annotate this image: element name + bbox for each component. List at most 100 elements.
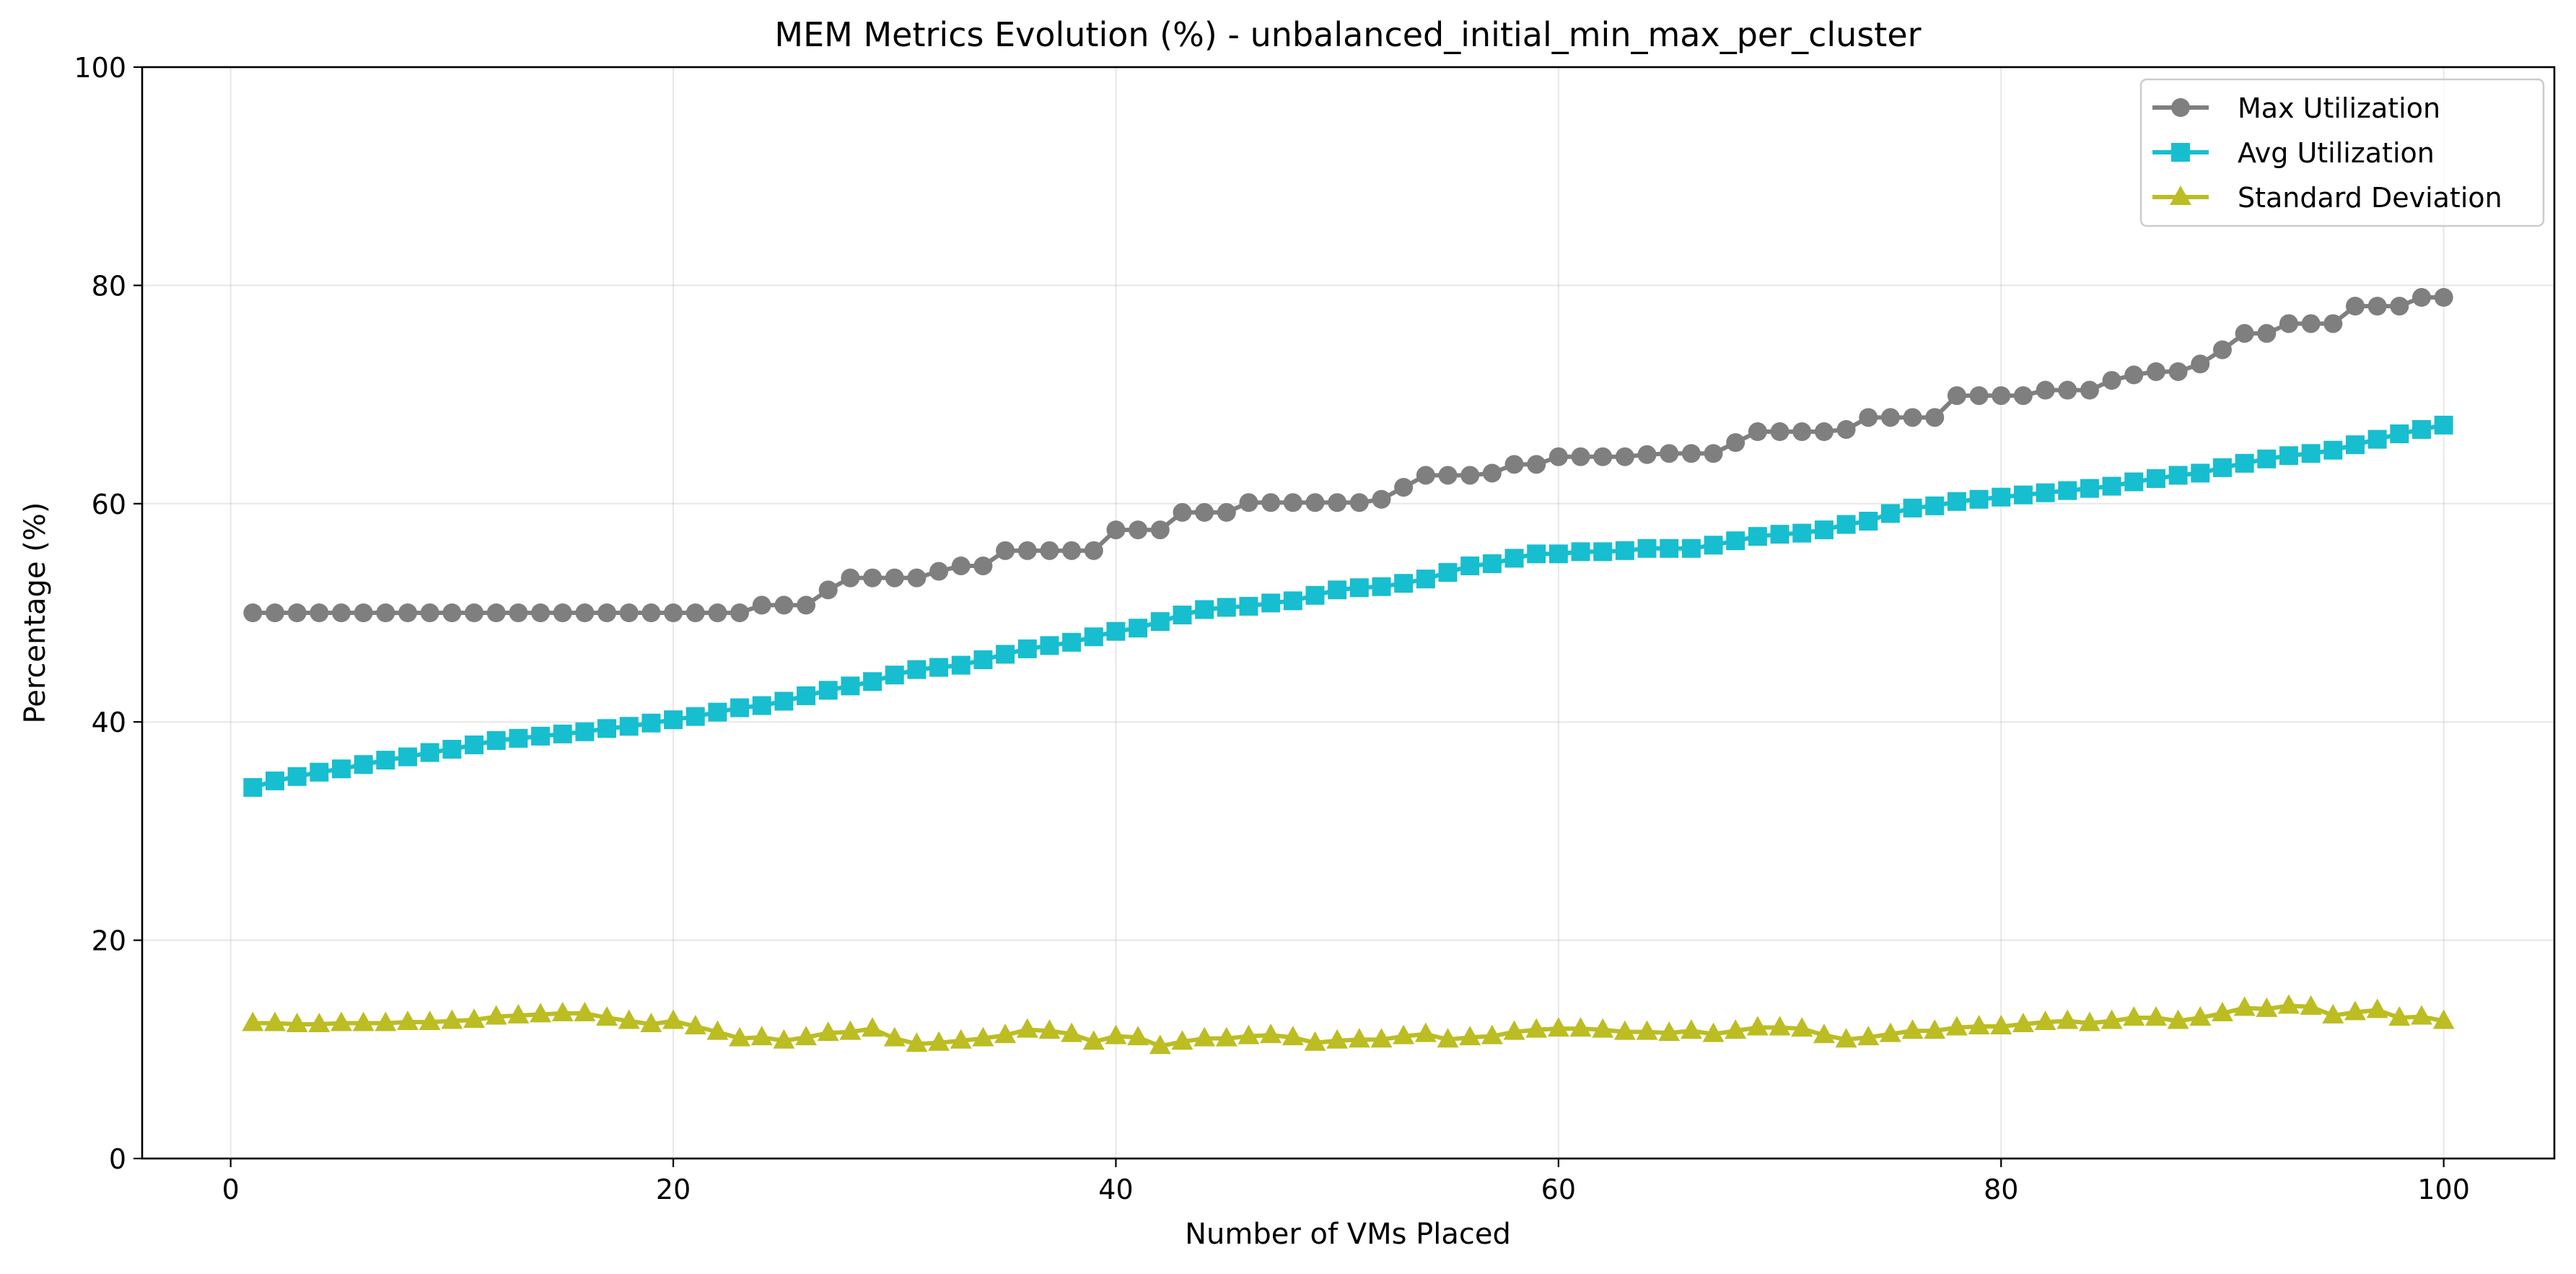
data-point-max-utilization <box>2390 297 2409 316</box>
data-point-standard-deviation <box>2300 995 2322 1015</box>
data-point-avg-utilization <box>1372 577 1391 596</box>
y-tick-label: 80 <box>92 270 126 302</box>
data-point-max-utilization <box>996 541 1015 560</box>
legend-label-max-utilization: Max Utilization <box>2238 92 2440 124</box>
data-point-avg-utilization <box>266 771 285 790</box>
legend: Max Utilization Avg Utilization Standard D… <box>2139 78 2545 227</box>
data-point-avg-utilization <box>619 717 639 736</box>
legend-box <box>2139 78 2545 227</box>
data-point-standard-deviation <box>1503 1020 1525 1040</box>
data-point-avg-utilization <box>2168 466 2188 485</box>
data-point-max-utilization <box>1925 408 1945 427</box>
data-point-avg-utilization <box>1106 621 1126 641</box>
data-point-avg-utilization <box>2411 419 2431 439</box>
data-point-standard-deviation <box>1658 1021 1681 1042</box>
data-point-avg-utilization <box>996 645 1015 664</box>
data-point-standard-deviation <box>264 1011 286 1031</box>
data-point-standard-deviation <box>750 1026 773 1046</box>
data-point-standard-deviation <box>1702 1022 1725 1042</box>
data-point-standard-deviation <box>441 1009 463 1029</box>
data-point-avg-utilization <box>1681 538 1701 558</box>
y-tick-label: 0 <box>109 1143 126 1175</box>
data-point-standard-deviation <box>1857 1026 1880 1046</box>
data-point-standard-deviation <box>330 1011 353 1031</box>
data-point-standard-deviation <box>1149 1034 1171 1055</box>
data-point-avg-utilization <box>1261 593 1281 613</box>
data-point-avg-utilization <box>1726 531 1745 551</box>
data-point-standard-deviation <box>1636 1020 1658 1040</box>
data-point-max-utilization <box>1615 447 1634 466</box>
data-point-avg-utilization <box>730 698 750 717</box>
data-point-avg-utilization <box>1615 541 1634 560</box>
legend-entry-avg-utilization: Avg Utilization <box>2152 137 2435 169</box>
data-point-avg-utilization <box>1173 606 1192 625</box>
legend-entry-standard-deviation: Standard Deviation <box>2152 182 2502 214</box>
data-point-max-utilization <box>1969 386 1989 406</box>
data-point-max-utilization <box>951 556 971 575</box>
y-tick-label: 20 <box>92 925 126 957</box>
data-point-max-utilization <box>1062 541 1082 560</box>
data-point-avg-utilization <box>2146 469 2165 489</box>
data-point-standard-deviation <box>1127 1026 1149 1046</box>
data-point-standard-deviation <box>2012 1013 2034 1033</box>
data-point-avg-utilization <box>1637 538 1657 558</box>
data-point-avg-utilization <box>885 666 904 685</box>
data-point-max-utilization <box>1947 386 1966 406</box>
data-point-max-utilization <box>1992 386 2011 406</box>
data-point-standard-deviation <box>1901 1019 1924 1039</box>
data-point-standard-deviation <box>2366 998 2388 1018</box>
x-tick-label: 20 <box>656 1174 691 1205</box>
data-point-avg-utilization <box>1748 527 1767 546</box>
data-point-max-utilization <box>1527 455 1546 474</box>
data-point-avg-utilization <box>2080 479 2099 498</box>
data-point-standard-deviation <box>374 1011 397 1031</box>
y-tick-label: 60 <box>92 489 126 520</box>
data-point-max-utilization <box>575 603 595 622</box>
data-point-avg-utilization <box>1836 515 1856 534</box>
data-point-max-utilization <box>531 603 551 622</box>
data-point-avg-utilization <box>929 658 949 677</box>
data-point-standard-deviation <box>2388 1005 2411 1026</box>
data-point-avg-utilization <box>1504 549 1524 568</box>
data-point-max-utilization <box>1814 422 1834 442</box>
data-point-avg-utilization <box>2367 429 2387 449</box>
data-point-max-utilization <box>1504 455 1524 474</box>
data-point-avg-utilization <box>863 672 882 691</box>
data-point-max-utilization <box>2036 380 2055 400</box>
data-point-standard-deviation <box>1924 1019 1946 1039</box>
data-point-max-utilization <box>310 603 329 622</box>
data-point-max-utilization <box>619 603 639 622</box>
data-point-avg-utilization <box>1880 504 1900 523</box>
series-line-standard-deviation <box>250 1003 2446 1049</box>
data-point-max-utilization <box>1571 447 1590 466</box>
data-point-standard-deviation <box>1393 1024 1415 1044</box>
data-point-max-utilization <box>1548 447 1568 466</box>
data-point-max-utilization <box>797 595 816 615</box>
data-point-standard-deviation <box>2189 1005 2212 1026</box>
data-point-max-utilization <box>1106 520 1126 540</box>
data-point-max-utilization <box>1726 433 1745 453</box>
data-point-max-utilization <box>442 603 462 622</box>
data-point-standard-deviation <box>1348 1028 1370 1048</box>
data-point-avg-utilization <box>1770 525 1789 544</box>
x-tick-label: 80 <box>1984 1174 2018 1205</box>
x-tick-label: 60 <box>1541 1174 1576 1205</box>
data-point-standard-deviation <box>2078 1011 2100 1031</box>
data-point-avg-utilization <box>1305 585 1325 605</box>
data-point-max-utilization <box>885 568 904 588</box>
data-point-max-utilization <box>2279 314 2298 333</box>
series-max-utilization <box>243 288 2453 622</box>
data-point-avg-utilization <box>1438 563 1458 583</box>
data-point-avg-utilization <box>486 730 506 750</box>
data-point-max-utilization <box>1239 493 1258 512</box>
data-point-standard-deviation <box>1968 1015 1990 1035</box>
data-point-avg-utilization <box>664 710 683 730</box>
data-point-max-utilization <box>664 603 683 622</box>
data-point-avg-utilization <box>1571 542 1590 562</box>
series-line-max-utilization <box>250 295 2446 615</box>
data-point-standard-deviation <box>1414 1022 1437 1042</box>
data-point-standard-deviation <box>1105 1024 1127 1044</box>
data-point-avg-utilization <box>1660 538 1679 558</box>
data-point-max-utilization <box>1372 489 1391 509</box>
series-layer <box>242 288 2455 1055</box>
